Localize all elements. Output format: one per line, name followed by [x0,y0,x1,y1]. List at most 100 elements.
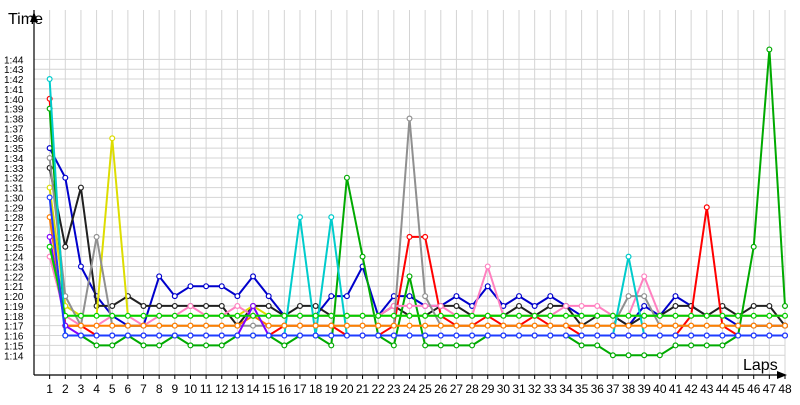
data-point [516,332,523,339]
x-tick-label: 35 [575,382,589,396]
data-point [281,312,288,319]
data-point [703,322,710,329]
data-point [672,332,679,339]
data-point [218,332,225,339]
data-point [359,253,366,260]
x-tick-label: 4 [93,382,100,396]
data-point [77,263,84,270]
x-tick-label: 14 [246,382,260,396]
data-point [203,312,210,319]
data-point [187,302,194,309]
data-point [641,332,648,339]
x-axis-arrow [777,371,787,379]
data-point [516,312,523,319]
data-point [156,302,163,309]
data-point [171,312,178,319]
y-tick-label: 1:29 [4,203,24,214]
data-point [641,322,648,329]
data-point [109,312,116,319]
data-point [625,352,632,359]
data-point [688,312,695,319]
x-axis-title: Laps [743,357,778,374]
data-point [234,293,241,300]
data-point [328,322,335,329]
data-point [124,312,131,319]
data-point [516,302,523,309]
data-point [375,332,382,339]
data-point [672,342,679,349]
data-point [156,322,163,329]
data-point [109,302,116,309]
data-point [234,312,241,319]
data-point [735,322,742,329]
y-tick-label: 1:33 [4,164,24,175]
x-tick-label: 8 [156,382,163,396]
data-point [203,283,210,290]
y-tick-label: 1:31 [4,184,24,195]
x-tick-label: 28 [465,382,479,396]
data-point [422,233,429,240]
x-tick-label: 40 [653,382,667,396]
x-tick-label: 16 [278,382,292,396]
x-tick-label: 47 [763,382,777,396]
data-point [375,312,382,319]
data-point [484,263,491,270]
data-point [203,342,210,349]
data-point [343,322,350,329]
y-tick-label: 1:44 [4,55,24,66]
x-tick-label: 18 [309,382,323,396]
data-point [62,174,69,181]
data-point [547,293,554,300]
data-point [312,322,319,329]
data-point [656,352,663,359]
data-point [296,312,303,319]
data-point [62,243,69,250]
data-point [484,322,491,329]
x-tick-label: 3 [78,382,85,396]
y-tick-label: 1:42 [4,75,24,86]
data-point [359,322,366,329]
data-point [109,332,116,339]
data-point [562,322,569,329]
data-point [500,312,507,319]
series-line [48,147,785,327]
data-point [578,302,585,309]
y-tick-label: 1:22 [4,272,24,283]
data-point [735,312,742,319]
data-point [77,184,84,191]
data-point [484,283,491,290]
x-tick-label: 10 [184,382,198,396]
y-tick-label: 1:30 [4,193,24,204]
y-tick-label: 1:28 [4,213,24,224]
data-point [265,322,272,329]
x-tick-label: 37 [606,382,620,396]
data-point [422,332,429,339]
x-tick-label: 32 [528,382,542,396]
x-tick-label: 9 [171,382,178,396]
data-point [516,293,523,300]
data-point [781,332,788,339]
data-point [265,293,272,300]
data-point [578,312,585,319]
data-point [453,293,460,300]
x-tick-label: 45 [731,382,745,396]
data-point [719,322,726,329]
data-point [296,322,303,329]
data-point [641,312,648,319]
data-point [171,332,178,339]
data-point [437,332,444,339]
data-point [187,283,194,290]
data-point [406,312,413,319]
data-point [140,322,147,329]
data-point [328,214,335,221]
data-point [46,243,53,250]
data-point [781,302,788,309]
data-point [328,312,335,319]
data-point [703,204,710,211]
data-point [641,293,648,300]
data-point [187,312,194,319]
x-tick-label: 15 [262,382,276,396]
series-12 [46,194,788,339]
x-tick-label: 48 [778,382,792,396]
